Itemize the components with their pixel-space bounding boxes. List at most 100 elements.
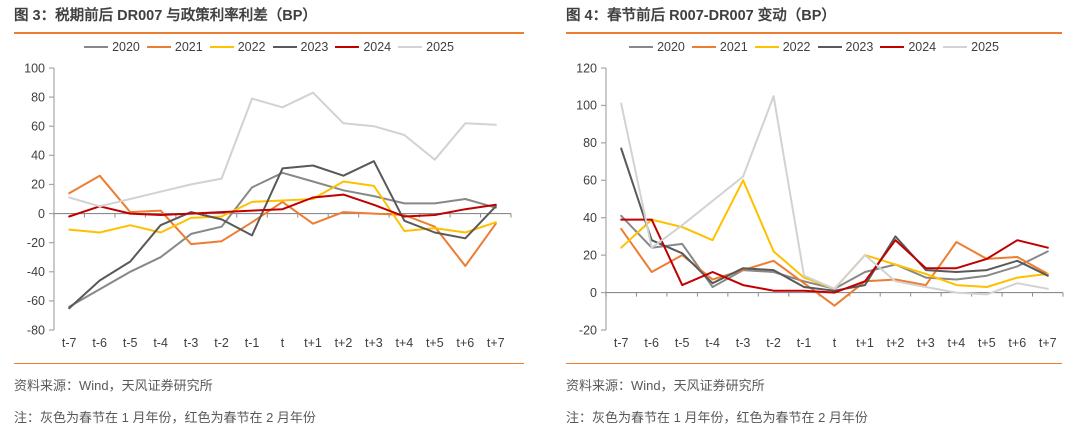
x-tick-label: t-3 <box>736 336 751 350</box>
legend-swatch <box>84 45 109 49</box>
chart-legend: 2020 2021 2022 2023 2024 2025 <box>14 37 524 56</box>
note-text: 注：灰色为春节在 1 月年份，红色为春节在 2 月年份 <box>14 410 316 426</box>
x-tick-label: t-6 <box>92 336 107 350</box>
series-line-2022 <box>620 179 1049 291</box>
x-tick-label: t+5 <box>426 336 444 350</box>
series-line-2023 <box>68 160 497 310</box>
y-tick-label: 80 <box>583 137 597 151</box>
x-tick-label: t-1 <box>245 336 260 350</box>
x-tick-label: t+1 <box>304 336 322 350</box>
x-tick-label: t+4 <box>395 336 413 350</box>
legend-item-2023: 2023 <box>817 40 873 54</box>
y-tick-label: -80 <box>27 324 45 338</box>
title-rule <box>14 32 524 35</box>
legend-swatch <box>691 45 716 49</box>
source-text: 资料来源：Wind，天风证券研究所 <box>566 378 765 394</box>
legend-item-2020: 2020 <box>629 40 685 54</box>
x-tick-label: t-1 <box>797 336 812 350</box>
x-tick-label: t+3 <box>365 336 383 350</box>
legend-swatch <box>272 45 297 49</box>
legend-swatch <box>943 45 968 49</box>
chart-panel-right: 图 4：春节前后 R007-DR007 变动（BP） 2020 2021 2022 2… <box>540 0 1080 436</box>
legend-item-2023: 2023 <box>272 39 329 54</box>
x-tick-label: t+7 <box>487 336 505 350</box>
y-axis: 100 80 60 40 20 0 -20 -40 -60 -80 <box>24 62 55 338</box>
note-text: 注：灰色为春节在 1 月年份，红色为春节在 2 月年份 <box>566 410 868 426</box>
series-line-2020 <box>68 172 497 309</box>
y-tick-label: -20 <box>579 324 597 338</box>
legend-swatch <box>629 45 654 49</box>
footer-rule <box>14 363 524 365</box>
chart-title: 图 4：春节前后 R007-DR007 变动（BP） <box>566 8 836 24</box>
series-line-2024 <box>620 218 1049 294</box>
x-tick-label: t-4 <box>705 336 720 350</box>
legend-item-2022: 2022 <box>209 40 266 54</box>
y-tick-label: -60 <box>27 295 45 309</box>
legend-item-2024: 2024 <box>880 40 936 54</box>
y-tick-label: 100 <box>24 62 45 76</box>
series-line-2024 <box>68 193 497 218</box>
y-tick-label: 100 <box>576 99 597 113</box>
legend-swatch <box>754 45 779 49</box>
legend-label: 2024 <box>908 39 937 54</box>
legend-label: 2020 <box>112 39 140 54</box>
y-tick-label: 20 <box>583 249 597 263</box>
legend-label: 2023 <box>300 39 329 54</box>
y-tick-label: 0 <box>590 286 597 300</box>
x-tick-label: t-5 <box>675 336 690 350</box>
x-tick-label: t+6 <box>456 336 474 350</box>
x-tick-label: t-3 <box>184 336 199 350</box>
y-tick-label: 40 <box>583 211 597 225</box>
x-tick-label: t-2 <box>766 336 781 350</box>
legend-label: 2025 <box>971 39 999 54</box>
x-tick-label: t-2 <box>214 336 229 350</box>
y-tick-label: -20 <box>27 236 45 250</box>
x-axis: t-7 t-6 t-5 t-4 t-3 t-2 t-1 t t+1 t+2 t+3 t+4 t+5 t+6… <box>605 292 1064 350</box>
title-rule <box>566 32 1062 35</box>
series-line-2021 <box>68 175 497 268</box>
chart-panel-left: 图 3：税期前后 DR007 与政策利率利差（BP） 2020 2021 2022 2… <box>14 8 524 426</box>
series-line-2025 <box>620 95 1049 296</box>
x-tick-label: t-5 <box>123 336 138 350</box>
y-tick-label: 0 <box>38 207 45 221</box>
footer-rule <box>566 363 1062 365</box>
legend-label: 2021 <box>174 39 203 54</box>
x-tick-label: t+1 <box>856 336 874 350</box>
legend-label: 2020 <box>657 39 685 54</box>
x-tick-label: t+6 <box>1008 336 1026 350</box>
y-tick-label: 80 <box>31 91 45 105</box>
x-tick-label: t-4 <box>153 336 168 350</box>
legend-item-2021: 2021 <box>146 39 203 54</box>
legend-item-2024: 2024 <box>335 40 391 54</box>
legend-swatch <box>398 45 423 49</box>
x-tick-label: t+2 <box>335 336 353 350</box>
x-tick-label: t <box>281 336 285 350</box>
line-chart: 100 80 60 40 20 0 -20 -40 -60 -80 t-7 t-6 t-5 t-4 t-3 t… <box>24 62 512 350</box>
x-tick-label: t-7 <box>614 336 629 350</box>
y-axis: 120 100 80 60 40 20 0 -20 <box>576 62 607 338</box>
legend-label: 2025 <box>426 39 454 54</box>
x-tick-label: t-6 <box>644 336 659 350</box>
legend-swatch <box>880 45 905 49</box>
x-tick-label: t+3 <box>917 336 935 350</box>
legend-swatch <box>335 45 360 49</box>
source-text: 资料来源：Wind，天风证券研究所 <box>14 378 213 394</box>
legend-item-2020: 2020 <box>84 40 140 54</box>
legend-item-2025: 2025 <box>943 40 999 54</box>
x-tick-label: t-7 <box>62 336 77 350</box>
y-tick-label: 40 <box>31 149 45 163</box>
series-line-2025 <box>68 92 497 208</box>
legend-swatch <box>146 45 171 49</box>
x-tick-label: t+4 <box>947 336 965 350</box>
legend-label: 2021 <box>719 39 748 54</box>
y-tick-label: 60 <box>31 120 45 134</box>
x-tick-label: t+2 <box>887 336 905 350</box>
legend-swatch <box>209 45 234 49</box>
chart-title: 图 3：税期前后 DR007 与政策利率利差（BP） <box>14 8 317 24</box>
y-tick-label: -40 <box>27 265 45 279</box>
x-tick-label: t+7 <box>1039 336 1057 350</box>
legend-swatch <box>817 45 842 49</box>
series-line-2020 <box>620 215 1049 291</box>
legend-item-2025: 2025 <box>398 40 454 54</box>
